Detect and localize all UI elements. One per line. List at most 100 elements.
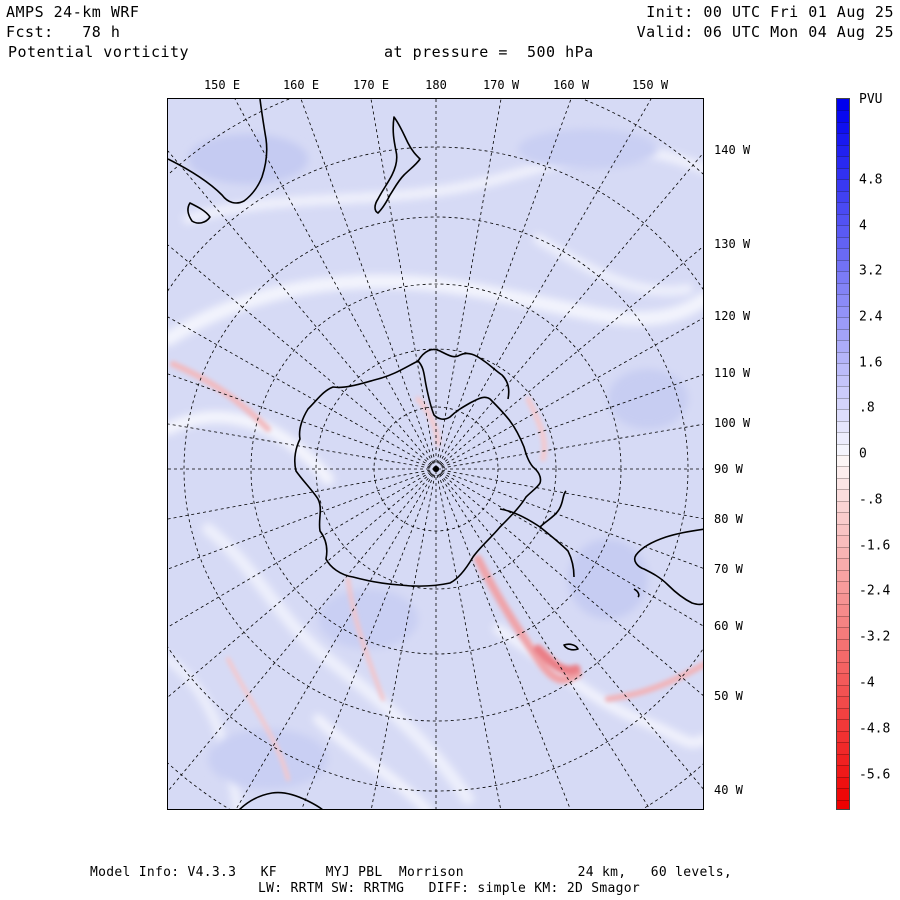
colorbar-segment bbox=[837, 719, 849, 732]
colorbar-segment bbox=[837, 753, 849, 766]
lon-label-160w: 160 W bbox=[552, 78, 590, 92]
colorbar-segment bbox=[837, 340, 849, 353]
colorbar-tick bbox=[837, 294, 849, 296]
colorbar-segment bbox=[837, 569, 849, 582]
colorbar-label: -4.8 bbox=[859, 721, 891, 737]
island-coastline bbox=[633, 588, 640, 598]
colorbar-segment bbox=[837, 638, 849, 651]
colorbar-tick bbox=[837, 661, 849, 663]
colorbar-label: -1.6 bbox=[859, 538, 891, 554]
colorbar-tick bbox=[837, 110, 849, 112]
colorbar-segment bbox=[837, 776, 849, 789]
lon-label-110w: 110 W bbox=[714, 366, 751, 380]
colorbar-segment bbox=[837, 650, 849, 663]
map-background bbox=[168, 99, 703, 809]
colorbar-segment bbox=[837, 190, 849, 203]
colorbar-tick bbox=[837, 765, 849, 767]
colorbar-tick bbox=[837, 627, 849, 629]
colorbar-segment bbox=[837, 328, 849, 341]
colorbar-segment bbox=[837, 409, 849, 422]
colorbar-label: 0 bbox=[859, 446, 867, 462]
colorbar-tick bbox=[837, 351, 849, 353]
colorbar-segment bbox=[837, 225, 849, 238]
lon-label-120w: 120 W bbox=[714, 309, 751, 323]
colorbar-tick bbox=[837, 569, 849, 571]
colorbar-label: 4.8 bbox=[859, 172, 883, 188]
colorbar-tick bbox=[837, 776, 849, 778]
colorbar-tick bbox=[837, 179, 849, 181]
model-info-line2: LW: RRTM SW: RRTMG DIFF: simple KM: 2D S… bbox=[258, 881, 640, 896]
colorbar-segment bbox=[837, 615, 849, 628]
colorbar-tick bbox=[837, 581, 849, 583]
colorbar-segment bbox=[837, 592, 849, 605]
colorbar-tick bbox=[837, 305, 849, 307]
colorbar-segment bbox=[837, 581, 849, 594]
colorbar-tick bbox=[837, 121, 849, 123]
colorbar-segment bbox=[837, 259, 849, 272]
colorbar-segment bbox=[837, 604, 849, 617]
colorbar-segment bbox=[837, 99, 849, 111]
colorbar-segment bbox=[837, 558, 849, 571]
colorbar-segment bbox=[837, 696, 849, 709]
colorbar-segment bbox=[837, 466, 849, 479]
colorbar-label: -3.2 bbox=[859, 629, 891, 645]
lon-label-150w: 150 W bbox=[631, 78, 669, 92]
colorbar-unit: PVU bbox=[859, 92, 883, 107]
colorbar-tick bbox=[837, 328, 849, 330]
colorbar-tick bbox=[837, 432, 849, 434]
colorbar-segment bbox=[837, 500, 849, 513]
colorbar-tick bbox=[837, 317, 849, 319]
colorbar-segment bbox=[837, 213, 849, 226]
africa-coastline bbox=[238, 791, 323, 809]
colorbar-tick bbox=[837, 167, 849, 169]
colorbar-tick bbox=[837, 592, 849, 594]
colorbar-segment bbox=[837, 179, 849, 192]
colorbar-tick bbox=[837, 374, 849, 376]
lon-label-170w: 170 W bbox=[482, 78, 520, 92]
colorbar-tick bbox=[837, 225, 849, 227]
colorbar-label: -4 bbox=[859, 675, 875, 691]
colorbar-segment bbox=[837, 248, 849, 261]
lon-label-170e: 170 E bbox=[352, 78, 390, 92]
colorbar-tick bbox=[837, 753, 849, 755]
colorbar-tick bbox=[837, 477, 849, 479]
colorbar-segment bbox=[837, 167, 849, 180]
colorbar-segment bbox=[837, 202, 849, 215]
colorbar-segment bbox=[837, 374, 849, 387]
colorbar-segment bbox=[837, 156, 849, 169]
colorbar-segment bbox=[837, 294, 849, 307]
colorbar-tick bbox=[837, 799, 849, 801]
forecast-hour: Fcst: 78 h bbox=[6, 23, 121, 41]
colorbar-tick bbox=[837, 190, 849, 192]
colorbar-segment bbox=[837, 673, 849, 686]
colorbar-segment bbox=[837, 765, 849, 778]
colorbar-tick bbox=[837, 788, 849, 790]
colorbar-segment bbox=[837, 432, 849, 444]
lon-label-150e: 150 E bbox=[203, 78, 241, 92]
colorbar-segment bbox=[837, 110, 849, 123]
colorbar-segment bbox=[837, 730, 849, 743]
colorbar-tick bbox=[837, 409, 849, 411]
valid-time: Valid: 06 UTC Mon 04 Aug 25 bbox=[636, 23, 894, 41]
colorbar-tick bbox=[837, 386, 849, 388]
colorbar-segment bbox=[837, 236, 849, 249]
colorbar-tick bbox=[837, 236, 849, 238]
colorbar-tick bbox=[837, 466, 849, 468]
lon-label-80w: 80 W bbox=[714, 512, 743, 526]
colorbar-segment bbox=[837, 742, 849, 755]
lon-label-180: 180 bbox=[425, 78, 447, 92]
colorbar-segment bbox=[837, 627, 849, 640]
init-time: Init: 00 UTC Fri 01 Aug 25 bbox=[646, 3, 894, 21]
colorbar-tick bbox=[837, 397, 849, 399]
falklands-coastline bbox=[563, 643, 579, 651]
colorbar-tick bbox=[837, 558, 849, 560]
colorbar-tick bbox=[837, 156, 849, 158]
ross-shelf-coastline bbox=[417, 348, 510, 400]
lon-label-90w: 90 W bbox=[714, 462, 743, 476]
colorbar-tick bbox=[837, 489, 849, 491]
colorbar-label: -2.4 bbox=[859, 583, 891, 599]
colorbar-tick bbox=[837, 684, 849, 686]
colorbar-segment bbox=[837, 535, 849, 548]
south-america-coastline bbox=[633, 528, 703, 606]
colorbar-segment bbox=[837, 282, 849, 295]
